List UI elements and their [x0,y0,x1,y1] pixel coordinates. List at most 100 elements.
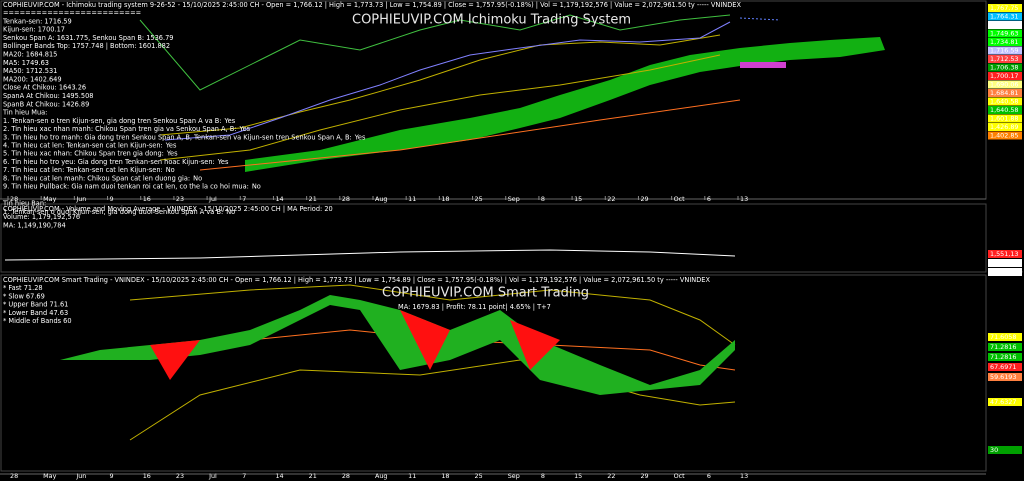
price-label: 67.6971 [990,363,1016,371]
date-label: 11 [408,195,416,203]
price-label: 1,601.88 [990,115,1018,123]
info-line: MA5: 1749.63 [3,59,49,67]
price-label: 1,640.58 [990,98,1018,106]
price-label-box [988,106,1022,114]
date-label: 25 [475,195,483,203]
pane-header: COPHIEUVIP.COM Smart Trading - VNINDEX -… [3,276,710,284]
date-label: May [43,472,56,480]
price-label: 1,712.53 [990,55,1018,63]
date-label: Oct [674,472,686,480]
date-label: 11 [408,472,416,480]
price-label-box [988,12,1022,21]
pane-frame [0,203,987,273]
date-label: 13 [740,472,748,480]
signal-answer: Yes [217,158,229,166]
signal-area [60,295,735,395]
info-line: Close At Chikou: 1643.26 [3,84,86,92]
date-label: 18 [441,472,449,480]
price-label-box [988,123,1022,131]
price-label-box [988,21,1022,29]
date-label: 22 [607,195,615,203]
forecast-line [739,17,781,21]
date-label: 22 [607,472,615,480]
price-label: 1,700.17 [990,72,1018,80]
band-line [159,34,721,136]
price-label: 59.6193 [990,373,1016,381]
signal-answer: No [166,166,175,174]
info-line: MA20: 1684.815 [3,51,57,59]
info-line: * Upper Band 71.61 [3,301,68,309]
price-label-box [988,46,1022,55]
band-line [129,359,736,441]
date-label: 21 [309,195,317,203]
price-label: 1,684.81 [990,89,1018,97]
pane-header: COPHIEUVIP.COM - Volume and Moving Avera… [3,205,333,213]
date-label: 28 [342,195,350,203]
date-label: 28 [10,472,18,480]
price-label-box [988,363,1022,371]
date-label: 7 [242,472,246,480]
watermark: COPHIEUVIP.COM Smart Trading [382,286,589,301]
signal-answer: Yes [166,150,178,158]
date-label: Jul [208,195,217,203]
buy-signal: 6. Tin hieu ho tro yeu: Gia dong tren Te… [3,158,215,166]
chikou-line [139,14,731,91]
date-label: 6 [707,472,711,480]
band-line [159,54,721,161]
signal-answer: Yes [238,125,250,133]
price-label-box [988,131,1022,140]
date-label: Sep [508,195,520,203]
buy-signal: 7. Tin hieu cat len: Tenkan-sen cat len … [3,166,163,174]
date-label: 8 [541,472,545,480]
date-label: May [43,195,56,203]
volume-ma [4,249,736,261]
date-label: 16 [143,472,151,480]
price-label: 30 [990,446,998,454]
info-line: Kijun-sen: 1700.17 [3,26,65,34]
info-line: * Middle of Bands 60 [3,317,72,325]
price-label: 1,767.75 [990,4,1018,12]
price-label-box [988,72,1022,80]
price-label-box [988,4,1022,12]
price-label: 1,426.89 [990,123,1018,131]
info-line: SpanB At Chikou: 1426.89 [3,100,89,108]
annotation: MA: 1679.83 | Profit: 78.11 point| 4.65%… [398,303,551,311]
price-label-box [988,63,1022,72]
date-label: Jul [208,472,217,480]
info-line: Senkou Span A: 1631.775, Senkou Span B: … [3,34,173,42]
date-label: 23 [176,195,184,203]
info-line: Volume: 1,179,192,576 [3,213,80,221]
price-label: 1,690.06 [990,81,1018,89]
date-label: Jun [75,195,86,203]
date-label: 28 [10,195,18,203]
price-label: 1,179,192 [990,259,1023,267]
band-line [129,329,736,371]
info-line: * Lower Band 47.63 [3,309,68,317]
buy-signal: 4. Tin hieu cat len: Tenkan-sen cat len … [3,142,163,150]
price-label: 1,551,13 [990,250,1018,258]
signal-answer: No [252,183,261,191]
price-label-box [988,97,1022,106]
info-line: SpanA At Chikou: 1495.508 [3,92,93,100]
price-label-box [988,259,1022,267]
date-label: Sep [508,472,520,480]
info-line: MA50: 1712.531 [3,67,57,75]
date-label: 23 [176,472,184,480]
signal-answer: Yes [165,142,177,150]
signal-answer: Yes [354,133,366,141]
date-label: 29 [640,472,648,480]
sell-signal: 1. Tenkan-sen o duoi Kijun-sen, gia dong… [3,208,223,216]
price-label-box [988,114,1022,123]
date-label: 28 [342,472,350,480]
price-label: 1,716.59 [990,47,1018,55]
price-label-box [988,250,1022,258]
info-line: Tenkan-sen: 1716.59 [2,17,72,25]
info-line: Tin hieu Mua: [2,109,47,117]
info-line: * Fast 71.28 [3,284,43,292]
price-label-box [988,446,1022,454]
price-label: 71.6058 [990,333,1016,341]
date-label: Oct [674,195,686,203]
info-line: ========================= [3,9,141,17]
